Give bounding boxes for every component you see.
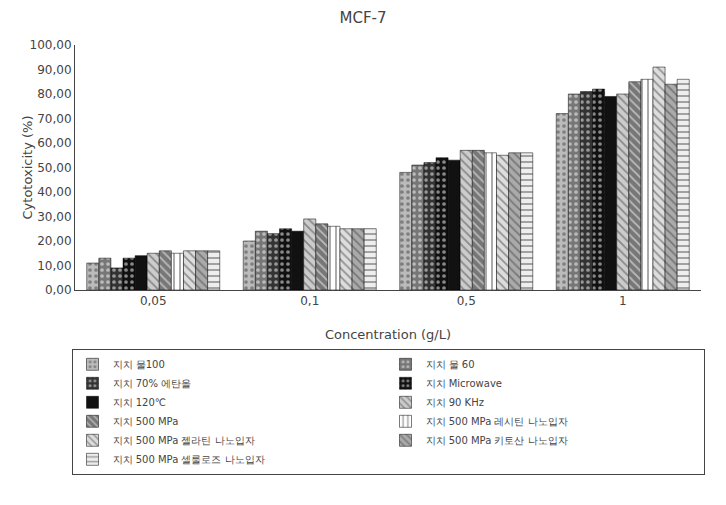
- svg-text:지치 500 MPa 키토산 나노입자: 지치 500 MPa 키토산 나노입자: [426, 435, 568, 446]
- svg-text:70,00: 70,00: [37, 112, 71, 126]
- svg-text:80,00: 80,00: [37, 87, 71, 101]
- svg-text:지치 500 MPa: 지치 500 MPa: [113, 416, 179, 427]
- svg-text:1: 1: [619, 294, 627, 308]
- svg-text:지치 500 MPa 셀룰로즈 나노입자: 지치 500 MPa 셀룰로즈 나노입자: [113, 454, 265, 465]
- svg-text:30,00: 30,00: [37, 210, 71, 224]
- svg-text:지치 70% 에탄올: 지치 70% 에탄올: [113, 378, 192, 389]
- svg-text:지치 90 KHz: 지치 90 KHz: [426, 397, 484, 408]
- svg-text:Cytotoxicity (%): Cytotoxicity (%): [20, 116, 35, 220]
- svg-text:60,00: 60,00: [37, 136, 71, 150]
- svg-text:0,05: 0,05: [140, 294, 167, 308]
- svg-text:지치 물 60: 지치 물 60: [426, 359, 475, 370]
- svg-text:지치 500 MPa 레시틴 나노입자: 지치 500 MPa 레시틴 나노입자: [426, 416, 568, 427]
- svg-text:0,5: 0,5: [457, 294, 476, 308]
- svg-text:Concentration (g/L): Concentration (g/L): [325, 327, 451, 342]
- svg-text:0,00: 0,00: [45, 283, 72, 297]
- svg-text:10,00: 10,00: [37, 259, 71, 273]
- svg-text:50,00: 50,00: [37, 161, 71, 175]
- svg-text:지치 120℃: 지치 120℃: [113, 397, 167, 408]
- svg-text:0,1: 0,1: [300, 294, 319, 308]
- svg-text:MCF-7: MCF-7: [340, 9, 387, 27]
- svg-text:20,00: 20,00: [37, 234, 71, 248]
- svg-text:지치 물100: 지치 물100: [113, 359, 165, 370]
- svg-text:40,00: 40,00: [37, 185, 71, 199]
- svg-text:100,00: 100,00: [30, 38, 72, 52]
- svg-text:지치 500 MPa 젤라틴 나노입자: 지치 500 MPa 젤라틴 나노입자: [113, 435, 255, 446]
- svg-text:지치 Microwave: 지치 Microwave: [426, 378, 502, 389]
- svg-text:90,00: 90,00: [37, 63, 71, 77]
